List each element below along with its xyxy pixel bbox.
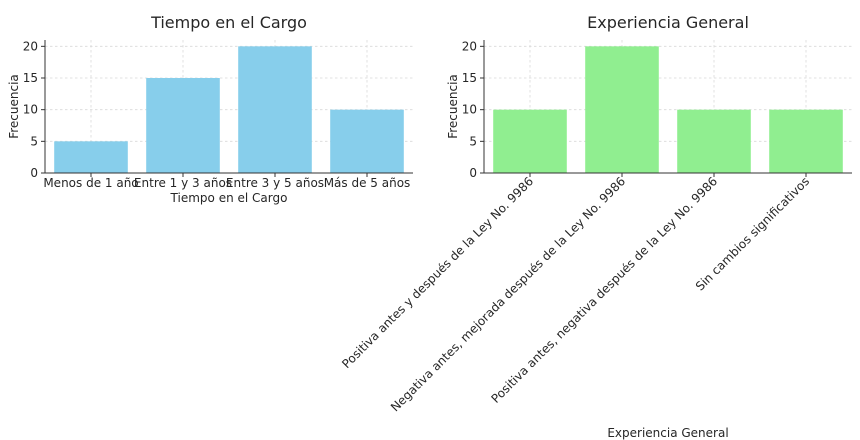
x-tick-label: Entre 1 y 3 años	[134, 176, 232, 190]
y-tick-label: 5	[469, 134, 477, 148]
bar	[146, 78, 220, 173]
y-tick-label: 15	[462, 71, 477, 85]
y-tick-label: 20	[462, 39, 477, 53]
bar	[330, 110, 404, 173]
y-axis-label: Frecuencia	[7, 74, 21, 139]
bar	[54, 141, 128, 173]
x-axis-label: Experiencia General	[607, 426, 728, 440]
chart-title: Experiencia General	[587, 13, 749, 32]
x-tick-label: Menos de 1 año	[43, 176, 138, 190]
y-tick-label: 5	[30, 134, 38, 148]
y-tick-label: 20	[23, 39, 38, 53]
y-tick-label: 0	[469, 166, 477, 180]
x-tick-label: Positiva antes y después de la Ley No. 9…	[339, 174, 536, 371]
y-tick-label: 10	[462, 103, 477, 117]
y-tick-label: 15	[23, 71, 38, 85]
y-axis-label: Frecuencia	[446, 74, 460, 139]
bar	[769, 110, 843, 173]
bar	[493, 110, 567, 173]
chart-panel-2: 0 5 10 15 20 Positiva antes y después de la L…	[339, 13, 852, 440]
bar	[677, 110, 751, 173]
x-tick-label: Positiva antes, negativa después de la L…	[489, 174, 721, 406]
chart-title: Tiempo en el Cargo	[150, 13, 307, 32]
bar	[238, 46, 312, 173]
x-axis-label: Tiempo en el Cargo	[170, 191, 288, 205]
x-tick-label: Más de 5 años	[324, 176, 411, 190]
y-tick-label: 0	[30, 166, 38, 180]
y-tick-label: 10	[23, 103, 38, 117]
x-tick-label: Entre 3 y 5 años	[226, 176, 324, 190]
bar	[585, 46, 659, 173]
